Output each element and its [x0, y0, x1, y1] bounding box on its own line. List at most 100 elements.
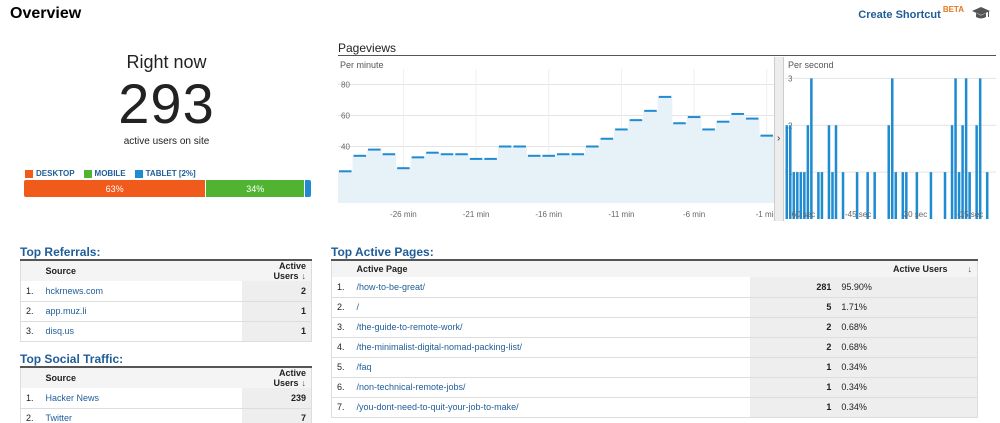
col-active-users-label: Active Users — [273, 261, 306, 281]
row-number: 1. — [20, 388, 41, 409]
col-active-users[interactable]: Active Users ↓ — [750, 259, 979, 277]
col-source[interactable]: Source — [40, 259, 242, 281]
sort-down-icon[interactable]: ↓ — [301, 271, 307, 281]
table-row: 2. Twitter 7 — [20, 408, 312, 423]
row-number: 6. — [331, 377, 352, 398]
per-second-bar — [831, 172, 834, 219]
active-users-value: 2 — [750, 317, 837, 338]
per-second-bar — [929, 172, 933, 219]
top-pages-title: Top Active Pages: — [331, 245, 434, 259]
per-second-bar — [792, 172, 796, 219]
page-link[interactable]: /you-dont-need-to-quit-your-job-to-make/ — [351, 397, 751, 418]
source-link[interactable]: Twitter — [40, 408, 242, 423]
page-link[interactable]: /non-technical-remote-jobs/ — [351, 377, 751, 398]
chart-splitter[interactable] — [774, 57, 784, 221]
sort-down-icon[interactable]: ↓ — [301, 378, 307, 388]
per-second-bar — [915, 172, 919, 219]
per-second-bar — [887, 125, 890, 219]
col-active-users[interactable]: Active Users ↓ — [241, 259, 312, 281]
active-users-value: 1 — [750, 397, 837, 418]
device-segment — [305, 180, 311, 197]
source-link[interactable]: disq.us — [40, 321, 242, 342]
pageviews-rule — [338, 55, 996, 56]
active-users-value: 5 — [750, 297, 837, 318]
per-second-bar — [975, 125, 978, 219]
row-number: 2. — [331, 297, 352, 318]
active-users-percent: 1.71% — [836, 297, 979, 318]
per-second-bar — [943, 172, 947, 219]
table-row: 1. Hacker News 239 — [20, 388, 312, 409]
per-minute-chart: 80604020-26 min-21 min-16 min-11 min-6 m… — [338, 69, 774, 219]
active-users-value: 1 — [750, 377, 837, 398]
create-shortcut-link[interactable]: Create Shortcut — [858, 9, 941, 21]
graduation-cap-icon[interactable] — [972, 5, 990, 21]
x-tick-label: -15 sec — [957, 210, 983, 219]
sort-down-icon[interactable]: ↓ — [967, 264, 973, 274]
active-users-percent: 95.90% — [836, 277, 979, 298]
legend-mobile-label: MOBILE — [94, 169, 126, 178]
y-tick-label: 60 — [341, 112, 350, 121]
source-link[interactable]: Hacker News — [40, 388, 242, 409]
device-segment: 63% — [24, 180, 207, 197]
row-number: 2. — [20, 301, 41, 322]
y-tick-label: 80 — [341, 81, 350, 90]
page-link[interactable]: /the-guide-to-remote-work/ — [351, 317, 751, 338]
beta-badge: BETA — [942, 5, 964, 14]
per-second-bar — [796, 172, 799, 219]
page-title: Overview — [10, 5, 82, 22]
device-legend: DESKTOP MOBILE TABLET [2%] — [25, 169, 205, 178]
col-active-users[interactable]: Active Users ↓ — [241, 366, 312, 388]
row-number: 3. — [20, 321, 41, 342]
per-second-bar — [985, 172, 989, 219]
page-link[interactable]: /how-to-be-great/ — [351, 277, 751, 298]
active-users-value: 2 — [750, 337, 837, 358]
per-second-bar — [891, 78, 894, 219]
legend-tablet-label: TABLET [2%] — [145, 169, 196, 178]
col-num — [20, 259, 41, 281]
x-tick-label: -45 sec — [845, 210, 871, 219]
source-link[interactable]: hckrnews.com — [40, 281, 242, 302]
chevron-right-icon[interactable]: › — [777, 133, 781, 144]
per-second-bar — [810, 78, 813, 219]
pageviews-title: Pageviews — [338, 41, 397, 55]
active-users-label: active users on site — [123, 136, 210, 147]
active-users-value: 281 — [750, 277, 837, 298]
create-shortcut[interactable]: Create Shortcut BETA — [858, 5, 990, 21]
legend-tablet: TABLET [2%] — [134, 169, 196, 178]
x-tick-label: -21 min — [463, 210, 490, 219]
x-tick-label: -30 sec — [901, 210, 927, 219]
x-tick-label: -6 min — [683, 210, 705, 219]
col-num — [20, 366, 41, 388]
active-users-value: 7 — [241, 408, 312, 423]
per-second-bar — [806, 125, 810, 219]
source-link[interactable]: app.muz.li — [40, 301, 242, 322]
active-users-percent: 0.34% — [836, 377, 979, 398]
col-active-users-label: Active Users — [892, 264, 948, 274]
page-link[interactable]: /faq — [351, 357, 751, 378]
desktop-swatch — [25, 169, 33, 178]
table-row: 1. hckrnews.com 2 — [20, 281, 312, 302]
legend-mobile: MOBILE — [83, 169, 126, 178]
row-number: 3. — [331, 317, 352, 338]
page-link[interactable]: /the-minimalist-digital-nomad-packing-li… — [351, 337, 751, 358]
per-second-bar — [799, 172, 803, 219]
per-second-bar — [789, 125, 792, 219]
table-row: 5./faq 1 0.34% — [331, 357, 979, 378]
active-users-percent: 0.34% — [836, 357, 979, 378]
row-number: 1. — [20, 281, 41, 302]
per-second-bar — [827, 125, 831, 219]
col-active-page[interactable]: Active Page — [351, 259, 751, 277]
per-minute-label: Per minute — [340, 60, 384, 70]
col-source[interactable]: Source — [40, 366, 242, 388]
per-second-bar — [785, 125, 789, 219]
top-social-title: Top Social Traffic: — [20, 352, 124, 366]
row-number: 2. — [20, 408, 41, 423]
per-second-chart: 321-60 sec-45 sec-30 sec-15 sec — [785, 74, 996, 219]
per-second-bar — [961, 125, 964, 219]
page-link[interactable]: / — [351, 297, 751, 318]
per-second-bar — [855, 172, 859, 219]
row-number: 4. — [331, 337, 352, 358]
device-share-bar: 63% 34% — [24, 180, 311, 197]
x-tick-label: -1 min — [756, 210, 774, 219]
per-second-bar — [873, 172, 876, 219]
